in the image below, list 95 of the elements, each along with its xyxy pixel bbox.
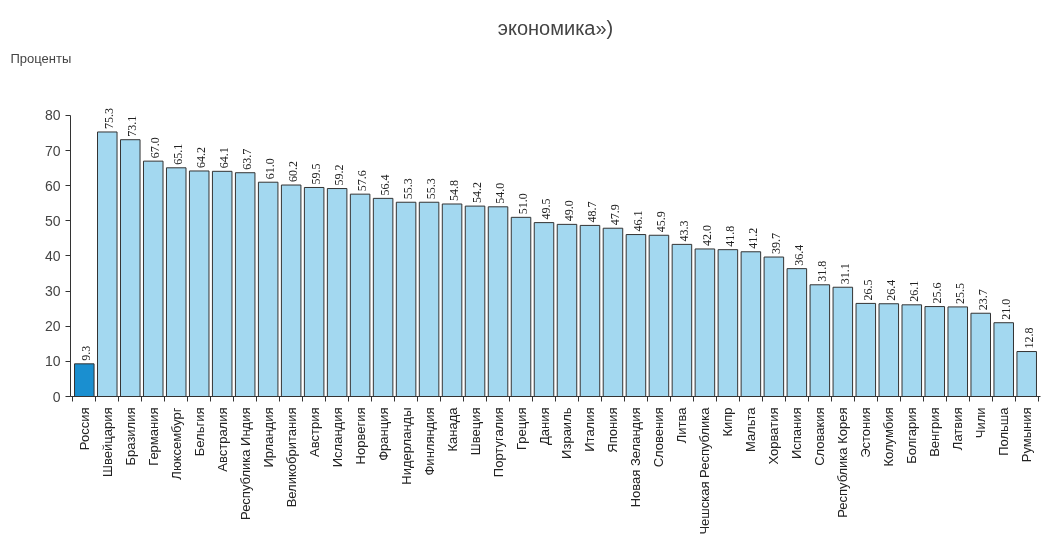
data-label: 21.0 [998,298,1013,320]
data-label: 43.3 [676,220,691,242]
x-tick-label: Болгария [904,407,920,464]
data-label: 45.9 [653,211,668,233]
data-label: 31.8 [814,260,829,282]
data-label: 9.3 [79,345,94,361]
x-tick-label: Швеция [467,407,483,456]
y-tick-label: 20 [44,318,61,335]
x-tick-label: Греция [513,407,529,451]
data-label: 56.4 [378,174,393,196]
x-tick-label: Республика Корея [835,407,851,518]
x-tick-label: Финляндия [421,407,437,476]
data-label: 42.0 [699,224,714,246]
data-label: 49.5 [539,198,554,220]
x-tick-label: Португалия [490,407,506,478]
data-label: 31.1 [837,263,852,285]
x-tick-label: Латвия [950,407,966,451]
x-tick-label: Словакия [812,407,828,466]
x-tick-label: Эстония [858,407,874,458]
y-tick-label: 40 [44,247,61,264]
data-label: 48.7 [584,201,599,223]
x-tick-label: Кипр [720,407,736,437]
data-label: 60.2 [286,161,301,183]
x-tick-label: Мальта [743,406,759,453]
x-tick-label: Франция [375,407,391,461]
data-label: 25.5 [952,282,967,304]
x-tick-label: Венгрия [927,407,943,457]
x-tick-label: Бельгия [191,407,207,457]
x-tick-label: Япония [605,407,621,453]
x-tick-label: Бразилия [122,407,138,466]
y-tick-label: 30 [44,283,61,300]
x-tick-label: Румыния [1019,407,1035,463]
x-tick-label: Великобритания [283,407,299,508]
y-tick-label: 0 [52,388,61,405]
data-label: 75.3 [102,107,117,129]
data-label: 73.1 [125,115,140,137]
data-label: 39.7 [768,233,783,255]
data-label: 57.6 [355,170,370,192]
x-tick-label: Литва [674,406,690,444]
x-tick-label: Швейцария [99,407,115,477]
data-label: 54.0 [493,182,508,204]
data-label: 46.1 [630,210,645,232]
data-label: 59.2 [332,164,347,186]
chart-title: экономика») [497,16,614,39]
data-label: 41.2 [745,227,760,249]
x-tick-label: Польша [996,406,1012,456]
data-label: 59.5 [309,163,324,185]
data-label: 54.2 [470,182,485,204]
x-tick-label: Израиль [559,407,575,459]
x-tick-label: Словения [651,407,667,468]
data-label: 61.0 [263,158,278,180]
x-tick-label: Республика Индия [237,407,253,520]
x-tick-label: Испания [789,407,805,460]
x-tick-label: Австралия [214,407,230,472]
y-tick-label: 50 [44,212,61,229]
x-tick-label: Колумбия [881,407,897,467]
data-label: 12.8 [1021,327,1036,349]
data-label: 26.4 [883,279,898,301]
data-label: 67.0 [148,137,163,159]
y-axis-title: Проценты [10,50,72,66]
data-label: 55.3 [424,178,439,200]
x-tick-label: Италия [582,407,598,452]
x-tick-label: Хорватия [766,407,782,465]
y-tick-label: 60 [44,177,61,194]
x-tick-label: Ирландия [260,407,276,468]
data-label: 41.8 [722,225,737,247]
data-label: 65.1 [171,143,186,165]
y-tick-label: 80 [44,107,61,124]
x-tick-label: Норвегия [352,407,368,465]
data-label: 23.7 [975,289,990,311]
data-label: 55.3 [401,178,416,200]
x-tick-label: Германия [145,407,161,466]
data-label: 47.9 [607,204,622,226]
y-tick-label: 10 [44,353,61,370]
x-tick-label: Канада [444,406,460,452]
data-label: 26.1 [906,280,921,302]
data-label: 54.8 [447,179,462,201]
data-label: 36.4 [791,244,806,266]
y-tick-label: 70 [44,142,61,159]
data-label: 51.0 [516,193,531,215]
data-label: 64.1 [217,147,232,169]
data-label: 64.2 [194,146,209,168]
data-label: 25.6 [929,282,944,304]
x-tick-label: Дания [536,407,552,446]
x-tick-label: Россия [76,407,92,451]
x-tick-label: Люксембург [168,407,184,480]
x-tick-label: Исландия [329,407,345,468]
x-tick-label: Чешская Республика [697,406,713,535]
x-tick-label: Чили [973,407,989,439]
x-tick-label: Новая Зеландия [628,407,644,508]
x-tick-label: Австрия [306,407,322,457]
data-label: 63.7 [240,148,255,170]
data-label: 49.0 [561,200,576,222]
data-label: 26.5 [860,279,875,301]
x-tick-label: Нидерланды [398,407,414,485]
